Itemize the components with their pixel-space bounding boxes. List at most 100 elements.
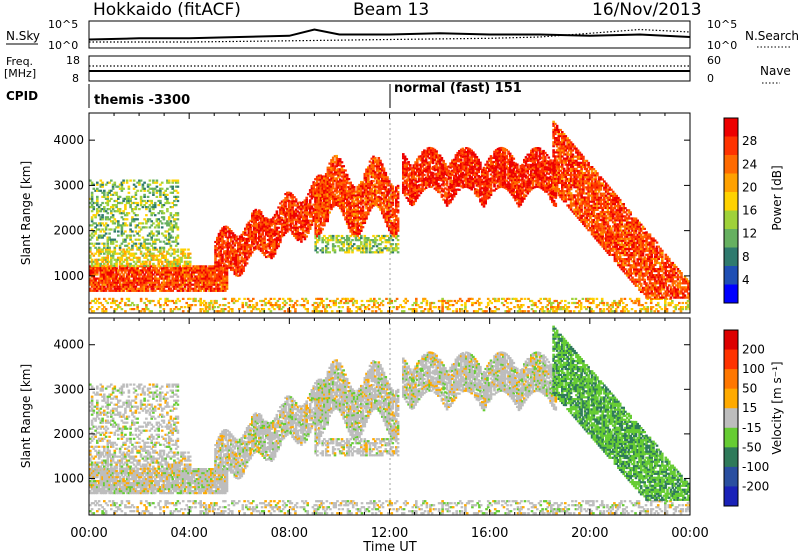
power-cell xyxy=(174,181,178,184)
power-cell xyxy=(344,169,347,172)
power-cell xyxy=(143,246,146,249)
power-cell xyxy=(333,199,337,203)
freq-tick-bottom: 8 xyxy=(72,72,79,85)
power-cell xyxy=(354,239,358,242)
power-cell xyxy=(99,264,103,267)
power-cell xyxy=(174,250,178,253)
power-cell xyxy=(557,306,560,309)
power-cell xyxy=(381,249,384,252)
power-cell xyxy=(347,239,351,242)
power-cell xyxy=(173,281,176,284)
power-cell xyxy=(330,163,333,166)
power-cell xyxy=(176,185,180,188)
power-cell xyxy=(117,208,120,211)
power-cell xyxy=(303,219,307,222)
power-cell xyxy=(173,267,176,270)
power-cell xyxy=(97,285,101,288)
power-cell xyxy=(139,310,143,313)
power-cell xyxy=(275,238,279,242)
power-cell xyxy=(379,167,382,171)
power-cell xyxy=(101,287,104,290)
power-cell xyxy=(602,310,606,313)
power-cell xyxy=(162,281,166,284)
power-cell xyxy=(368,203,372,206)
power-cell xyxy=(155,285,159,288)
power-cell xyxy=(217,239,221,242)
power-cell xyxy=(388,210,391,213)
power-cell xyxy=(316,231,319,234)
power-cell xyxy=(607,310,611,313)
power-cell xyxy=(380,310,383,313)
power-cell xyxy=(249,227,252,231)
power-cell xyxy=(148,281,152,284)
power-cell xyxy=(323,197,326,200)
power-cell xyxy=(293,200,296,203)
power-cell xyxy=(328,182,331,186)
power-cell xyxy=(319,174,322,177)
power-cell xyxy=(96,269,99,272)
power-cell xyxy=(352,188,356,191)
power-cell xyxy=(117,271,120,274)
power-cell xyxy=(111,271,115,274)
power-cell xyxy=(174,273,178,276)
power-cell xyxy=(272,253,275,256)
power-cell xyxy=(352,210,356,213)
power-cell xyxy=(222,271,225,274)
power-cell xyxy=(117,258,120,261)
power-cell xyxy=(373,304,376,307)
power-cell xyxy=(351,227,354,230)
power-cell xyxy=(658,297,662,300)
power-cell xyxy=(351,219,354,222)
power-cell xyxy=(99,277,103,280)
power-cell xyxy=(294,198,298,201)
power-cell xyxy=(375,202,379,205)
power-cell xyxy=(171,262,174,265)
power-cell xyxy=(230,244,233,247)
power-cell xyxy=(164,301,167,305)
power-cell xyxy=(254,214,258,218)
power-cell xyxy=(169,226,173,229)
power-cell xyxy=(115,281,118,284)
power-cell xyxy=(315,177,319,181)
power-cell xyxy=(342,214,345,217)
power-cell xyxy=(635,299,639,303)
power-cell xyxy=(381,237,384,240)
power-cell xyxy=(265,249,268,252)
power-cell xyxy=(312,211,315,214)
power-cell xyxy=(333,167,337,170)
power-cell xyxy=(141,183,145,186)
power-cell xyxy=(240,260,244,263)
power-cell xyxy=(328,184,331,188)
power-cell xyxy=(103,289,106,292)
power-cell xyxy=(122,283,125,286)
power-cell xyxy=(164,275,167,278)
power-cell xyxy=(355,306,358,309)
power-cell xyxy=(354,237,358,240)
power-cell xyxy=(272,249,275,252)
power-cell xyxy=(223,227,226,231)
power-cell xyxy=(124,222,127,225)
power-cell xyxy=(90,306,94,309)
power-cell xyxy=(388,202,391,205)
power-cell xyxy=(148,242,152,245)
power-cell xyxy=(96,262,99,265)
power-cell xyxy=(437,306,441,309)
power-cell xyxy=(150,256,153,259)
power-cell xyxy=(136,232,139,235)
power-cell xyxy=(493,299,497,303)
power-cell xyxy=(317,227,321,230)
power-cell xyxy=(342,237,345,240)
power-cell xyxy=(249,238,252,241)
power-cell xyxy=(143,301,146,305)
power-cell xyxy=(490,310,493,313)
power-cell xyxy=(349,212,352,215)
power-cell xyxy=(125,236,129,239)
power-cell xyxy=(134,242,138,245)
power-cell xyxy=(314,243,317,246)
power-cell xyxy=(379,247,382,250)
power-cell xyxy=(562,306,565,309)
power-cell xyxy=(143,275,146,278)
power-cell xyxy=(365,180,368,183)
power-cell xyxy=(117,279,120,282)
power-cell xyxy=(349,183,352,186)
